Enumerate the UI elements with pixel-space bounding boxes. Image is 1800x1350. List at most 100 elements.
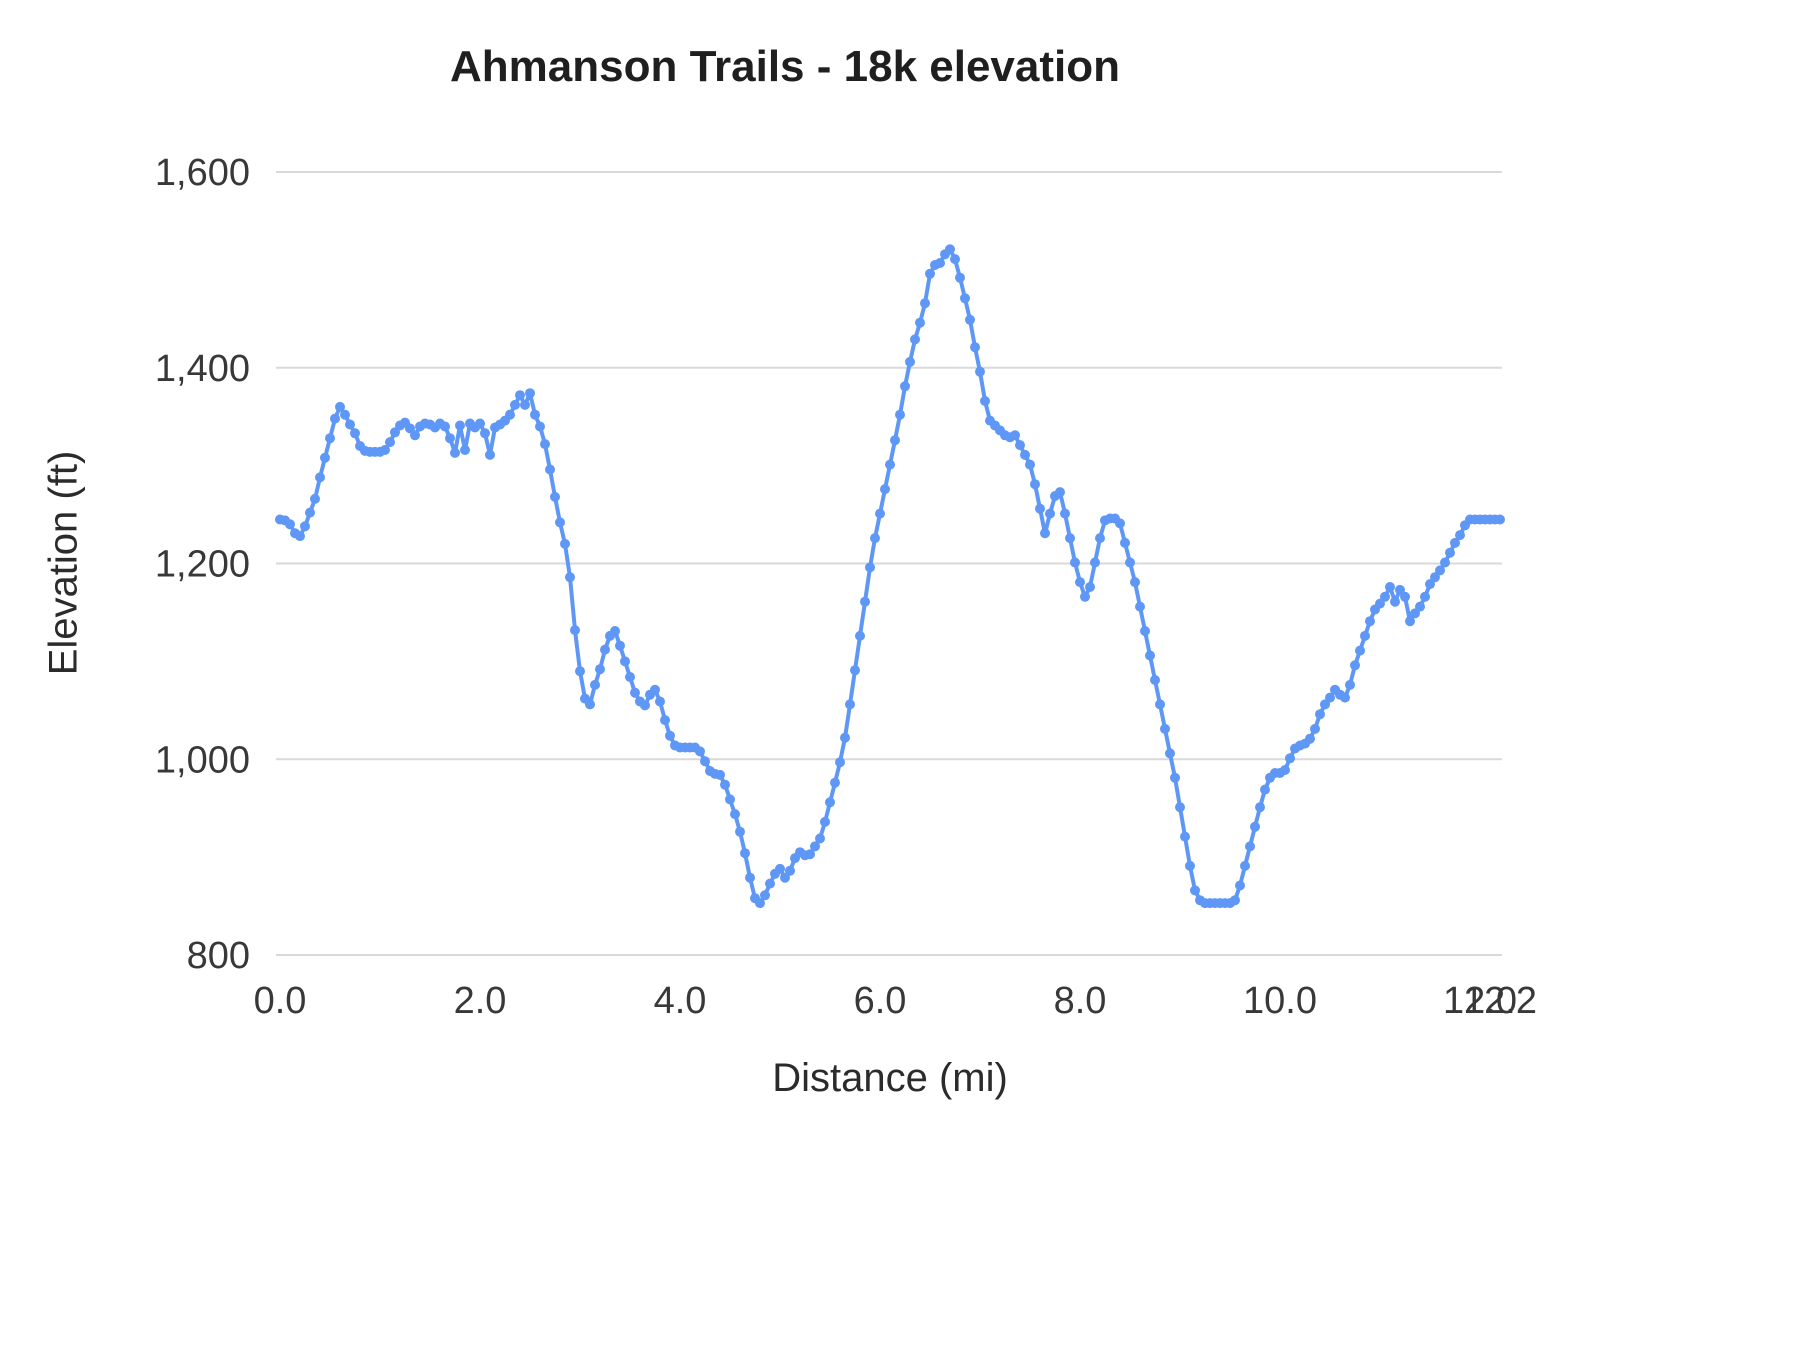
elevation-series-line xyxy=(278,247,1502,906)
data-point-marker xyxy=(955,272,965,283)
data-point-marker xyxy=(380,445,390,455)
data-point-marker xyxy=(660,715,670,726)
data-point-marker xyxy=(575,666,585,677)
data-point-marker xyxy=(1065,533,1075,544)
data-point-marker xyxy=(570,625,580,636)
data-point-marker xyxy=(1440,557,1450,568)
x-tick-label: 0.0 xyxy=(254,980,307,1022)
data-point-marker xyxy=(595,664,605,675)
data-point-marker xyxy=(700,756,710,767)
data-point-marker xyxy=(1060,508,1070,519)
data-point-marker xyxy=(885,459,895,470)
data-point-marker xyxy=(1125,557,1135,568)
data-point-marker xyxy=(850,665,860,676)
data-point-marker xyxy=(720,779,730,790)
data-point-marker xyxy=(640,700,650,711)
data-point-marker xyxy=(1280,765,1290,775)
data-point-marker xyxy=(730,809,740,820)
data-point-marker xyxy=(755,898,765,909)
data-point-marker xyxy=(620,656,630,667)
data-point-marker xyxy=(1135,601,1145,612)
data-point-marker xyxy=(350,428,360,439)
data-point-marker xyxy=(1080,591,1090,602)
data-point-marker xyxy=(695,746,705,757)
data-point-marker xyxy=(980,396,990,406)
data-point-marker xyxy=(775,863,785,874)
data-point-marker xyxy=(450,447,460,458)
data-point-marker xyxy=(655,696,665,707)
data-point-marker xyxy=(545,464,555,475)
data-point-marker xyxy=(1025,459,1035,470)
data-point-marker xyxy=(1055,487,1065,498)
data-point-marker xyxy=(340,409,350,420)
data-point-marker xyxy=(590,679,600,690)
data-point-marker xyxy=(1345,679,1355,690)
y-tick-label: 1,200 xyxy=(155,544,250,586)
data-point-marker xyxy=(585,699,595,710)
data-point-marker xyxy=(1180,831,1190,842)
data-point-marker xyxy=(1305,733,1315,744)
data-point-marker xyxy=(600,644,610,655)
data-point-marker xyxy=(1170,772,1180,783)
data-point-marker xyxy=(950,254,960,265)
data-point-marker xyxy=(460,445,470,455)
data-point-marker xyxy=(830,777,840,788)
data-point-marker xyxy=(805,849,815,860)
data-point-marker xyxy=(1325,692,1335,703)
data-point-marker xyxy=(935,258,945,268)
data-point-marker xyxy=(1495,514,1505,525)
data-point-marker xyxy=(1235,880,1245,891)
data-point-marker xyxy=(385,437,395,448)
data-point-marker xyxy=(325,433,335,444)
data-point-marker xyxy=(840,732,850,743)
data-point-marker xyxy=(1020,449,1030,460)
data-point-marker xyxy=(845,699,855,710)
data-point-marker xyxy=(610,626,620,636)
data-point-marker xyxy=(475,418,485,429)
data-point-marker xyxy=(1230,895,1240,906)
data-point-marker xyxy=(1095,533,1105,544)
x-tick-label: 12.2 xyxy=(1463,980,1537,1022)
data-point-marker xyxy=(880,484,890,495)
data-point-marker xyxy=(855,630,865,641)
data-point-marker xyxy=(505,409,515,420)
data-point-marker xyxy=(480,428,490,439)
y-tick-label: 1,000 xyxy=(155,739,250,781)
data-point-marker xyxy=(405,423,415,434)
data-point-marker xyxy=(1350,660,1360,671)
data-point-marker xyxy=(875,508,885,519)
data-point-marker xyxy=(1085,582,1095,592)
data-point-marker xyxy=(890,435,900,446)
data-point-marker xyxy=(785,865,795,876)
data-point-marker xyxy=(1190,885,1200,896)
data-point-marker xyxy=(1090,557,1100,568)
data-point-marker xyxy=(525,388,535,399)
data-point-marker xyxy=(740,848,750,859)
data-point-marker xyxy=(925,268,935,279)
data-point-marker xyxy=(725,794,735,805)
x-tick-label: 2.0 xyxy=(454,980,507,1022)
data-point-marker xyxy=(945,244,955,255)
data-point-marker xyxy=(1420,591,1430,602)
data-point-marker xyxy=(1040,528,1050,539)
data-point-marker xyxy=(1255,802,1265,813)
data-point-marker xyxy=(965,314,975,325)
data-point-marker xyxy=(900,381,910,392)
data-point-marker xyxy=(1030,479,1040,490)
data-point-marker xyxy=(1240,860,1250,871)
data-point-marker xyxy=(445,433,455,444)
data-point-marker xyxy=(970,342,980,353)
y-tick-label: 1,600 xyxy=(155,152,250,194)
data-point-marker xyxy=(1150,675,1160,685)
data-point-marker xyxy=(510,399,520,410)
data-point-marker xyxy=(1415,601,1425,612)
data-point-marker xyxy=(1400,591,1410,602)
data-point-marker xyxy=(960,293,970,304)
data-point-marker xyxy=(630,687,640,698)
data-point-marker xyxy=(615,640,625,651)
data-point-marker xyxy=(835,757,845,768)
data-point-marker xyxy=(565,572,575,583)
data-point-marker xyxy=(975,366,985,377)
x-tick-label: 12.0 xyxy=(1443,980,1517,1022)
data-point-marker xyxy=(315,472,325,483)
